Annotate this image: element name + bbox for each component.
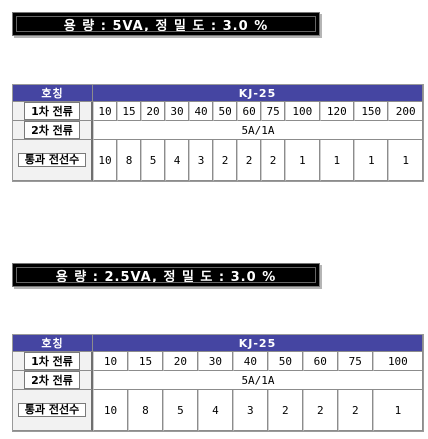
primary-current-value: 100 [285,102,320,121]
primary-current-value: 200 [388,102,423,121]
primary-current-row: 1차 전류 10 15 20 30 40 50 60 75 100 [13,352,423,371]
primary-current-value: 50 [267,352,303,371]
turns-value: 2 [302,390,338,431]
primary-current-label: 1차 전류 [13,102,93,121]
primary-current-row: 1차 전류 10 15 20 30 40 50 60 75 100 120 15… [13,102,423,121]
spec-table-2-5va: 호칭 KJ-25 1차 전류 10 15 20 30 40 50 60 75 1… [12,334,424,432]
model-cell: KJ-25 [93,85,423,102]
turns-value: 2 [237,140,262,181]
capacity-banner-5va: 용 량 : 5VA, 정 밀 도 : 3.0 % [12,12,320,36]
turns-value: 3 [232,390,268,431]
turns-row: 통과 전선수 10 8 5 4 3 2 2 2 1 [13,390,423,431]
secondary-current-label: 2차 전류 [13,371,93,390]
primary-current-value: 30 [165,102,190,121]
turns-value: 2 [267,390,303,431]
header-row: 호칭 KJ-25 [13,85,423,102]
primary-current-value: 60 [302,352,338,371]
turns-value: 4 [165,140,190,181]
turns-value: 4 [197,390,233,431]
turns-value: 5 [141,140,166,181]
turns-label: 통과 전선수 [13,390,93,431]
primary-current-value: 15 [117,102,142,121]
secondary-current-label: 2차 전류 [13,121,93,140]
turns-value: 5 [162,390,198,431]
header-label-cell: 호칭 [13,335,93,352]
primary-current-value: 50 [213,102,238,121]
turns-value: 2 [261,140,286,181]
spec-table-5va: 호칭 KJ-25 1차 전류 10 15 20 30 40 50 60 75 1… [12,84,424,182]
turns-value: 2 [337,390,373,431]
primary-current-value: 15 [127,352,163,371]
turns-value: 10 [93,140,118,181]
primary-current-value: 30 [197,352,233,371]
primary-current-value: 20 [162,352,198,371]
turns-value: 1 [372,390,423,431]
turns-value: 1 [285,140,320,181]
turns-value: 3 [189,140,214,181]
secondary-current-value: 5A/1A [93,371,423,390]
turns-value: 10 [93,390,128,431]
banner-text: 용 량 : 2.5VA, 정 밀 도 : 3.0 % [55,269,277,285]
banner-text: 용 량 : 5VA, 정 밀 도 : 3.0 % [63,18,269,34]
primary-current-value: 150 [354,102,389,121]
turns-value: 1 [319,140,355,181]
turns-value: 8 [127,390,163,431]
turns-value: 8 [117,140,142,181]
turns-label: 통과 전선수 [13,140,93,181]
primary-current-value: 40 [189,102,214,121]
primary-current-value: 75 [261,102,286,121]
primary-current-label: 1차 전류 [13,352,93,371]
secondary-current-row: 2차 전류 5A/1A [13,371,423,390]
secondary-current-value: 5A/1A [93,121,423,140]
primary-current-value: 60 [237,102,262,121]
primary-current-value: 40 [232,352,268,371]
primary-current-value: 100 [372,352,423,371]
turns-value: 1 [388,140,423,181]
primary-current-value: 10 [93,352,128,371]
header-row: 호칭 KJ-25 [13,335,423,352]
primary-current-value: 10 [93,102,118,121]
turns-value: 1 [354,140,389,181]
turns-row: 통과 전선수 10 8 5 4 3 2 2 2 1 1 1 1 [13,140,423,181]
header-label-cell: 호칭 [13,85,93,102]
turns-value: 2 [213,140,238,181]
primary-current-value: 20 [141,102,166,121]
primary-current-value: 120 [319,102,355,121]
primary-current-value: 75 [337,352,373,371]
capacity-banner-2-5va: 용 량 : 2.5VA, 정 밀 도 : 3.0 % [12,263,320,287]
secondary-current-row: 2차 전류 5A/1A [13,121,423,140]
model-cell: KJ-25 [93,335,423,352]
